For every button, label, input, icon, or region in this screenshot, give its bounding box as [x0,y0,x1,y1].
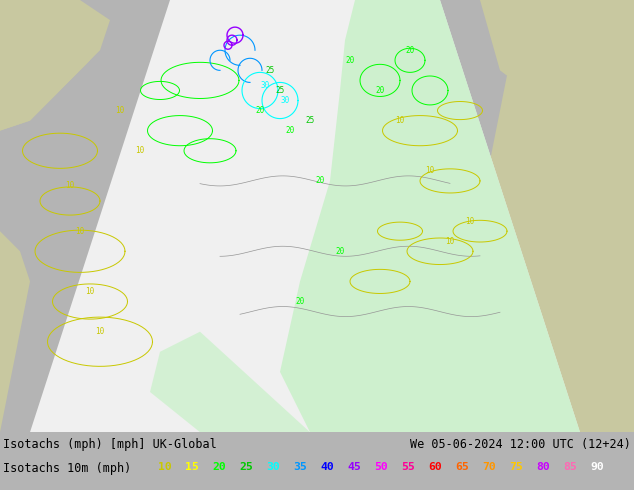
Text: 20: 20 [375,86,385,95]
Text: 10: 10 [115,106,125,115]
Polygon shape [240,0,360,50]
Polygon shape [480,352,634,432]
Text: 20: 20 [346,56,354,65]
Text: 75: 75 [509,462,523,472]
Text: 40: 40 [320,462,333,472]
Text: 25: 25 [239,462,253,472]
Text: 25: 25 [275,86,285,95]
Text: 10: 10 [86,287,94,296]
Text: 35: 35 [293,462,307,472]
Text: 10: 10 [445,237,455,245]
Polygon shape [150,332,310,432]
Text: 30: 30 [266,462,280,472]
Polygon shape [0,0,110,131]
Polygon shape [30,0,580,432]
Text: 50: 50 [374,462,388,472]
Text: 10: 10 [396,116,404,125]
Text: 60: 60 [428,462,442,472]
Text: 20: 20 [256,106,264,115]
Text: 20: 20 [285,126,295,135]
Text: 10: 10 [65,181,75,191]
Text: Isotachs (mph) [mph] UK-Global: Isotachs (mph) [mph] UK-Global [3,438,217,451]
Text: 25: 25 [306,116,314,125]
Text: 45: 45 [347,462,361,472]
Text: 90: 90 [590,462,604,472]
Text: 20: 20 [335,247,345,256]
Text: 10: 10 [465,217,475,225]
Polygon shape [480,0,634,131]
Polygon shape [460,0,634,432]
Text: 55: 55 [401,462,415,472]
Text: Isotachs 10m (mph): Isotachs 10m (mph) [3,462,131,475]
Text: 20: 20 [295,297,304,306]
Text: 10: 10 [75,227,84,236]
Text: 10: 10 [158,462,172,472]
Text: 10: 10 [425,167,435,175]
Text: 15: 15 [185,462,198,472]
Text: 80: 80 [536,462,550,472]
Text: 25: 25 [266,66,275,75]
Text: 20: 20 [212,462,226,472]
Text: 10: 10 [136,146,145,155]
Text: 30: 30 [280,96,290,105]
Text: 85: 85 [563,462,577,472]
Polygon shape [0,0,90,131]
Polygon shape [280,0,580,432]
Text: 20: 20 [405,46,415,55]
Polygon shape [0,231,30,432]
Text: We 05-06-2024 12:00 UTC (12+24): We 05-06-2024 12:00 UTC (12+24) [410,438,631,451]
Text: 10: 10 [95,327,105,336]
Text: 30: 30 [261,81,269,90]
Text: 20: 20 [315,176,325,185]
Text: 70: 70 [482,462,496,472]
Text: 65: 65 [455,462,469,472]
